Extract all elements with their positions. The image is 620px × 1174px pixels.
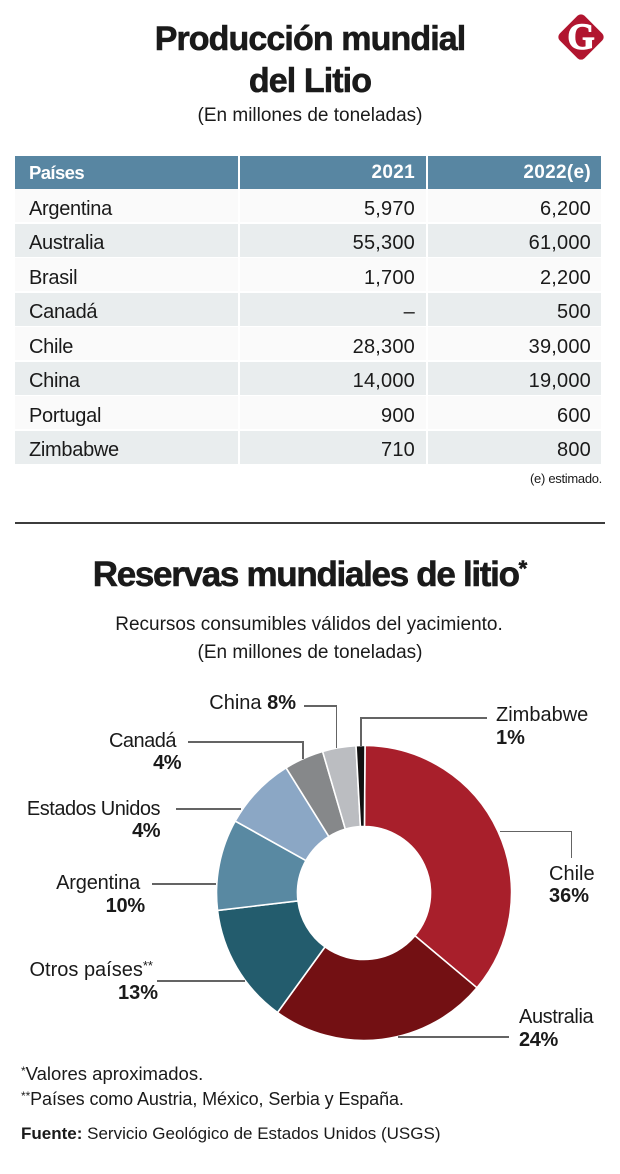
svg-text:G: G [567,16,594,57]
